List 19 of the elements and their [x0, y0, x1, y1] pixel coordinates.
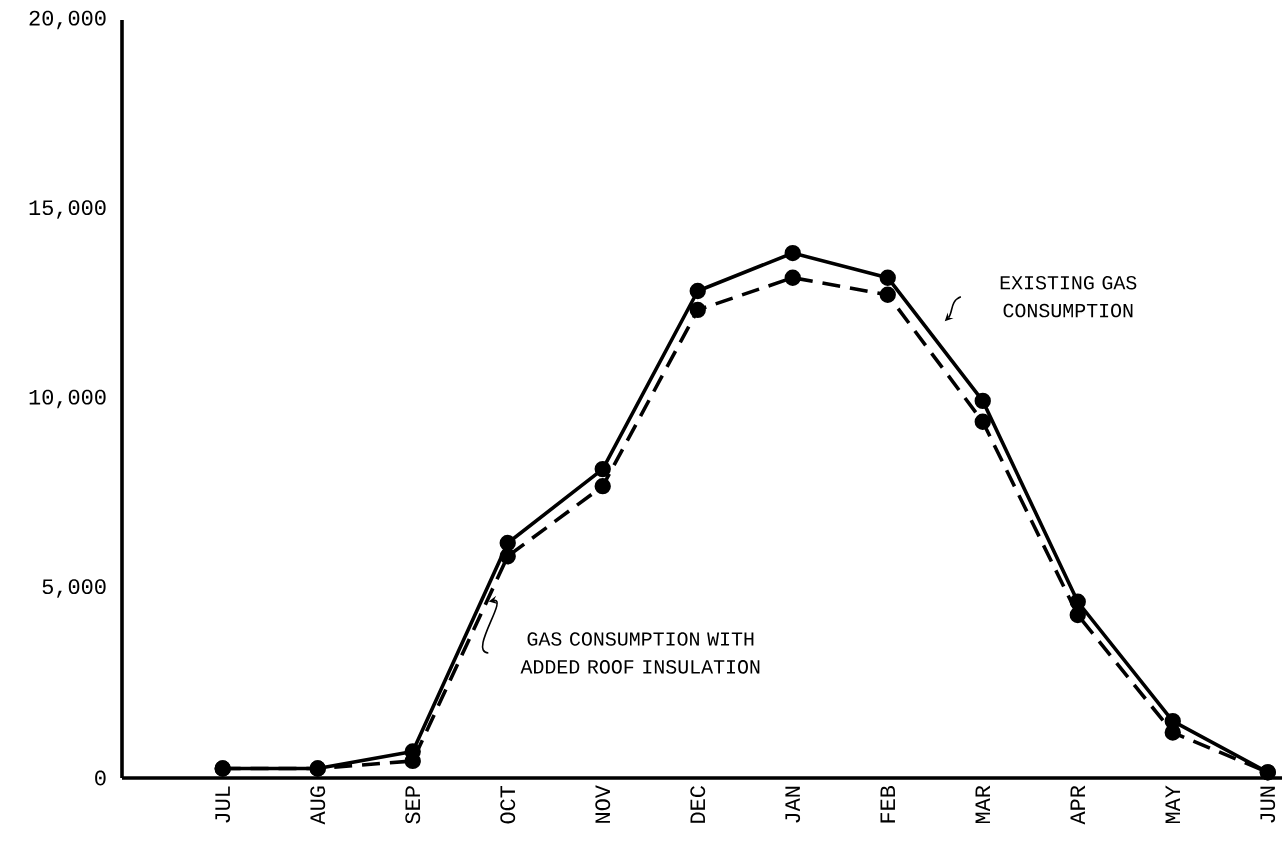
x-tick-label: MAR: [975, 785, 990, 824]
x-tick-label: APR: [1070, 785, 1085, 825]
x-tick-label: DEC: [690, 785, 706, 823]
y-tick-label: 20,000: [29, 10, 106, 30]
x-tick-label: AUG: [310, 786, 326, 825]
x-tick-label: SEP: [405, 786, 421, 824]
x-tick-label: JAN: [785, 786, 801, 823]
legend-label: EXISTING GAS CONSUMPTION: [1000, 275, 1137, 318]
x-tick-label: NOV: [595, 785, 611, 823]
y-tick-label: 10,000: [29, 389, 106, 409]
y-tick-label: 5,000: [42, 579, 106, 598]
x-tick-label: FEB: [880, 785, 895, 823]
x-tick-label: JUL: [215, 786, 231, 823]
x-tick-label: JUN: [1260, 786, 1276, 823]
x-tick-label: MAY: [1165, 785, 1180, 824]
x-tick-label: OCT: [500, 785, 516, 824]
text: GAS CONSUMPTION WITH ADDED ROOF INSULATION: [520, 632, 760, 674]
y-tick-label: 0: [95, 770, 106, 786]
y-tick-label: 15,000: [29, 200, 106, 219]
